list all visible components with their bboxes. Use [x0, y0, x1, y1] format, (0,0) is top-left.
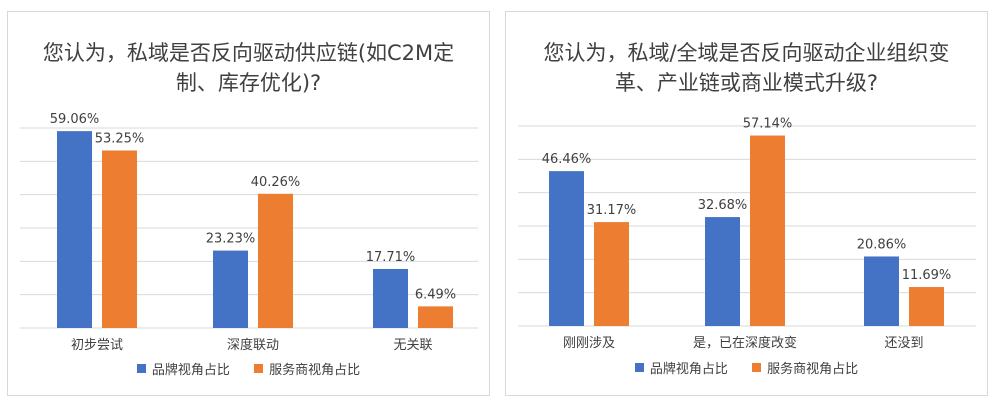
- bar-chart-supply-chain: 59.06% 53.25% 初步尝试 23.23% 40.26% 深度联动 17.71% 6.…: [20, 112, 478, 353]
- bar-service: [418, 306, 453, 328]
- data-label: 23.23%: [206, 232, 256, 247]
- bar-brand: [57, 131, 92, 328]
- chart-title: 您认为，私域是否反向驱动供应链(如C2M定 制、库存优化)?: [8, 38, 489, 98]
- bar-brand: [705, 217, 740, 326]
- legend-item-service: 服务商视角占比: [752, 358, 858, 377]
- legend-item-service: 服务商视角占比: [254, 359, 360, 378]
- legend-label-service: 服务商视角占比: [767, 362, 859, 377]
- data-label: 32.68%: [698, 198, 748, 213]
- legend-label-service: 服务商视角占比: [269, 363, 361, 378]
- category-label: 是，已在深度改变: [693, 335, 797, 351]
- chart-legend: 品牌视角占比 服务商视角占比: [8, 359, 489, 378]
- legend-swatch-brand: [136, 364, 146, 373]
- data-label: 20.86%: [857, 237, 907, 252]
- chart-title-line-2: 制、库存优化)?: [175, 71, 322, 95]
- bar-brand: [213, 250, 248, 328]
- data-label: 40.26%: [251, 175, 301, 190]
- category-label: 刚刚涉及: [563, 336, 615, 351]
- legend-swatch-brand: [634, 363, 644, 372]
- legend-item-brand: 品牌视角占比: [634, 358, 728, 377]
- category-label: 还没到: [884, 336, 923, 351]
- legend-label-brand: 品牌视角占比: [151, 363, 230, 378]
- chart-title: 您认为，私域/全域是否反向驱动企业组织变 革、产业链或商业模式升级?: [506, 38, 987, 98]
- data-label: 6.49%: [415, 287, 456, 302]
- chart-panel-supply-chain: 您认为，私域是否反向驱动供应链(如C2M定 制、库存优化)? 59.06% 53.…: [7, 11, 490, 396]
- data-label: 11.69%: [902, 268, 952, 283]
- data-label: 17.71%: [366, 250, 416, 265]
- chart-title-line-2: 革、产业链或商业模式升级?: [614, 71, 879, 95]
- legend-swatch-service: [254, 364, 264, 373]
- bar-brand: [549, 171, 584, 326]
- bar-service: [102, 150, 137, 328]
- legend-item-brand: 品牌视角占比: [136, 359, 230, 378]
- bar-service: [594, 222, 629, 326]
- bar-brand: [373, 268, 408, 328]
- data-label: 53.25%: [95, 132, 145, 147]
- chart-title-line-1: 您认为，私域/全域是否反向驱动企业组织变: [543, 41, 950, 65]
- legend-label-brand: 品牌视角占比: [649, 362, 728, 377]
- bar-service: [909, 287, 944, 326]
- bar-chart-organization: 46.46% 31.17% 刚刚涉及 32.68% 57.14% 是，已在深度改变 20.8…: [518, 117, 976, 351]
- data-label: 46.46%: [542, 152, 592, 167]
- legend-swatch-service: [752, 363, 762, 372]
- bar-brand: [864, 256, 899, 326]
- bar-service: [750, 135, 785, 326]
- chart-title-line-1: 您认为，私域是否反向驱动供应链(如C2M定: [42, 41, 455, 65]
- data-label: 59.06%: [50, 112, 100, 127]
- chart-panel-organization: 您认为，私域/全域是否反向驱动企业组织变 革、产业链或商业模式升级? 46.46…: [505, 11, 988, 396]
- bar-service: [258, 193, 293, 328]
- chart-legend: 品牌视角占比 服务商视角占比: [506, 358, 987, 377]
- category-label: 深度联动: [227, 337, 279, 353]
- category-label: 无关联: [393, 338, 432, 353]
- data-label: 31.17%: [587, 203, 637, 218]
- data-label: 57.14%: [743, 117, 793, 132]
- category-label: 初步尝试: [71, 338, 123, 353]
